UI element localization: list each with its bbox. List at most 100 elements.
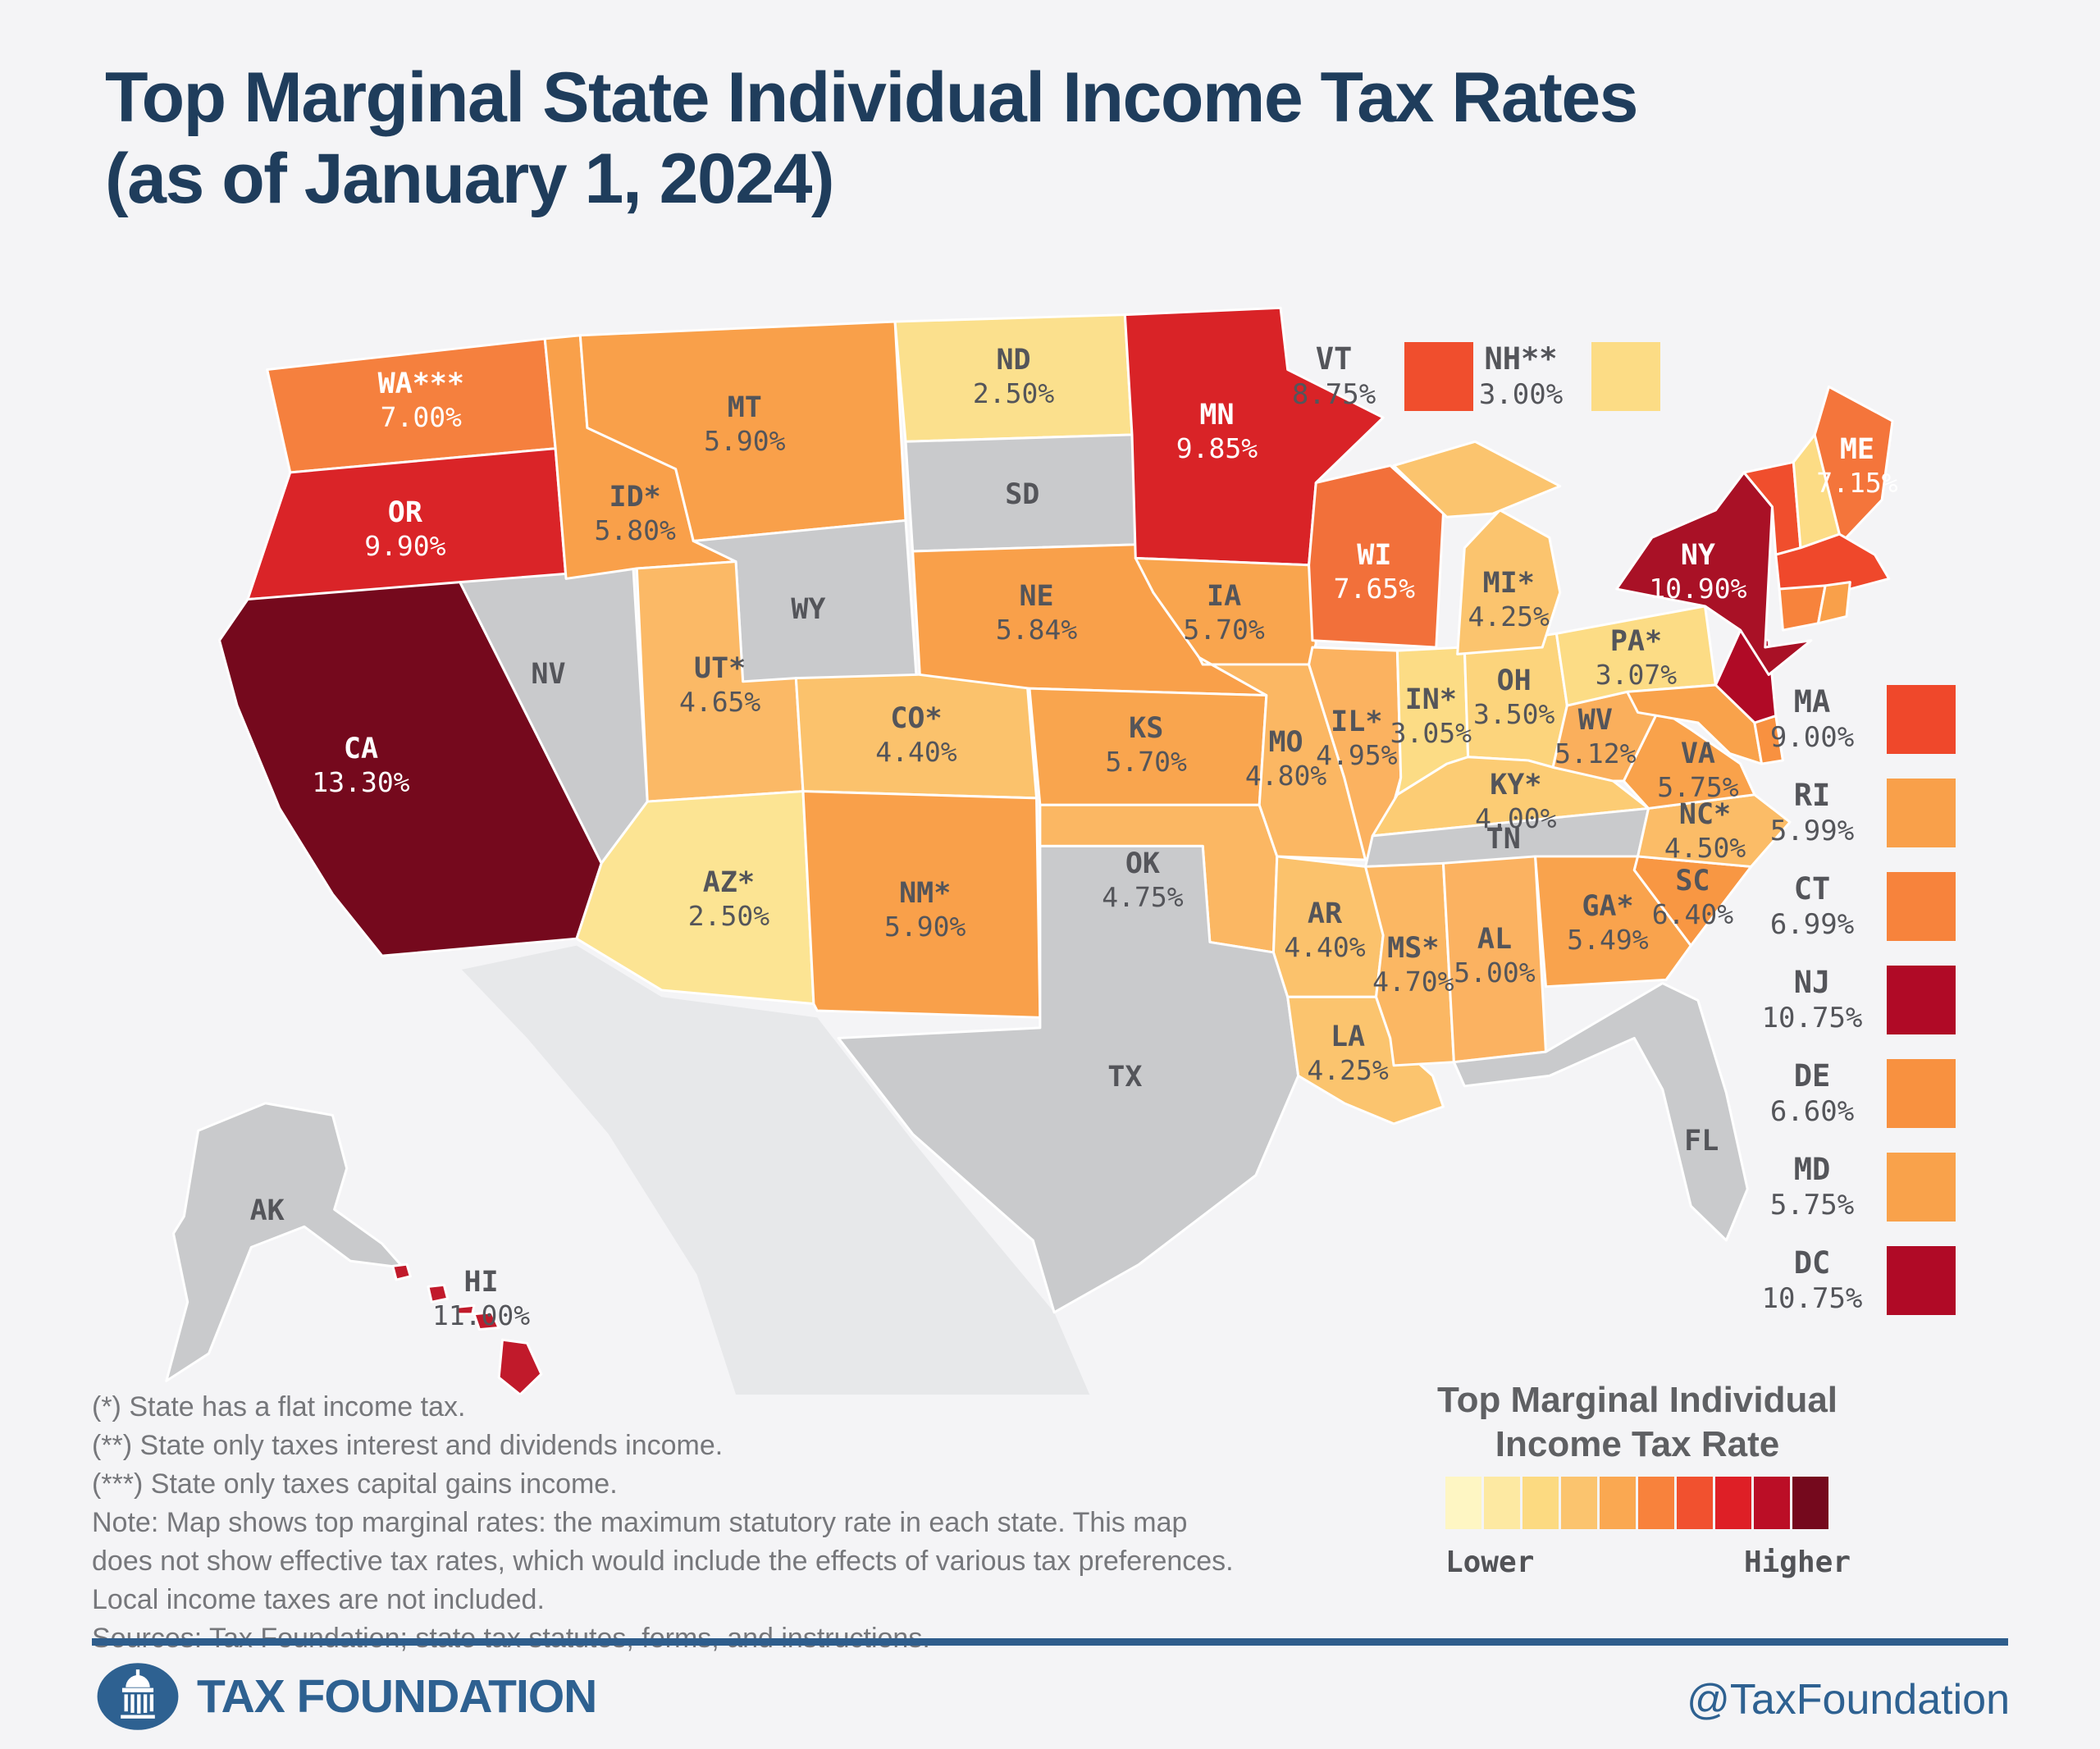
legend-swatch xyxy=(1887,685,1956,754)
scale-cell-2 xyxy=(1484,1477,1520,1529)
legend-swatch xyxy=(1404,342,1473,411)
footnote-line-3: (***) State only taxes capital gains inc… xyxy=(92,1468,618,1500)
legend-entry-MD: MD 5.75% xyxy=(1751,1152,1956,1222)
title-line-2: (as of January 1, 2024) xyxy=(105,139,835,218)
legend-swatch xyxy=(1887,1059,1956,1128)
map-label-CA: CA 13.30% xyxy=(312,733,410,799)
legend-swatch xyxy=(1887,966,1956,1034)
legend-entry-MA: MA 9.00% xyxy=(1751,684,1956,755)
state-FL xyxy=(1452,982,1749,1242)
state-NM xyxy=(801,790,1042,1019)
tax-foundation-wordmark: TAX FOUNDATION xyxy=(197,1670,597,1723)
map-label-KS: KS 5.70% xyxy=(1105,712,1187,779)
legend-label: CT 6.99% xyxy=(1769,871,1855,941)
map-label-IN: IN* 3.05% xyxy=(1390,683,1472,749)
footer-divider xyxy=(92,1638,2008,1646)
map-label-OK: OK 4.75% xyxy=(1102,847,1184,914)
footer-brand: TAX FOUNDATION xyxy=(95,1660,597,1733)
scale-cell-8 xyxy=(1715,1477,1751,1529)
scale-cell-10 xyxy=(1792,1477,1828,1529)
map-label-OH: OH 3.50% xyxy=(1473,664,1555,730)
state-HI-big-island xyxy=(497,1338,543,1395)
map-label-IA: IA 5.70% xyxy=(1183,580,1265,646)
scale-cell-5 xyxy=(1600,1477,1636,1529)
map-label-MT: MT 5.90% xyxy=(704,391,786,458)
scale-legend-title: Top Marginal Individual Income Tax Rate xyxy=(1395,1378,1880,1467)
legend-entry-NJ: NJ 10.75% xyxy=(1751,965,1956,1035)
map-label-UT: UT* 4.65% xyxy=(678,651,761,718)
tax-foundation-logo-icon xyxy=(97,1663,179,1730)
legend-entry-NH: NH** 3.00% xyxy=(1463,341,1660,412)
state-MI-lower xyxy=(1456,509,1562,655)
color-scale-end-labels: Lower Higher xyxy=(1445,1546,1851,1579)
legend-swatch xyxy=(1887,1246,1956,1315)
map-label-AR: AR 4.40% xyxy=(1284,897,1366,963)
map-label-MS: MS* 4.70% xyxy=(1372,931,1454,998)
map-label-TX: TX xyxy=(1107,1061,1143,1094)
state-NY xyxy=(1615,471,1813,676)
state-HI-maui xyxy=(472,1311,500,1331)
map-label-PA: PA* 3.07% xyxy=(1595,624,1678,691)
mexico-silhouette xyxy=(461,945,1090,1395)
map-label-ID: ID* 5.80% xyxy=(594,481,676,547)
map-label-NY: NY 10.90% xyxy=(1649,539,1747,605)
legend-label: NH** 3.00% xyxy=(1478,341,1564,411)
footnote-line-5: does not show effective tax rates, which… xyxy=(92,1546,1234,1577)
map-label-MO: MO 4.80% xyxy=(1244,725,1327,792)
page-title: Top Marginal State Individual Income Tax… xyxy=(105,57,1992,220)
legend-swatch xyxy=(1887,779,1956,847)
legend-entry-CT: CT 6.99% xyxy=(1751,871,1956,942)
state-MI-upper xyxy=(1392,440,1562,518)
legend-entry-DC: DC 10.75% xyxy=(1751,1245,1956,1316)
legend-label: MA 9.00% xyxy=(1769,684,1855,754)
map-label-SD: SD xyxy=(1005,478,1040,512)
map-label-IL: IL* 4.95% xyxy=(1316,705,1398,771)
legend-swatch xyxy=(1591,342,1660,411)
state-RI xyxy=(1817,581,1851,625)
scale-cell-4 xyxy=(1561,1477,1597,1529)
map-label-NM: NM* 5.90% xyxy=(884,876,966,943)
map-label-WY: WY xyxy=(791,593,826,627)
footnote-line-4: Note: Map shows top marginal rates: the … xyxy=(92,1507,1188,1538)
legend-entry-RI: RI 5.99% xyxy=(1751,778,1956,848)
legend-swatch xyxy=(1887,1153,1956,1222)
state-TX xyxy=(837,844,1300,1314)
scale-cell-7 xyxy=(1677,1477,1713,1529)
map-label-SC: SC 6.40% xyxy=(1651,865,1734,931)
state-WI xyxy=(1308,464,1445,649)
legend-label: DE 6.60% xyxy=(1769,1058,1855,1128)
map-label-AL: AL 5.00% xyxy=(1454,923,1536,989)
map-label-MI: MI* 4.25% xyxy=(1468,566,1550,632)
map-labels-layer: WA*** 7.00% OR 9.90% CA 13.30% NV ID* 5.80% MT 5.9… xyxy=(135,263,1903,1395)
footnotes: (*) State has a flat income tax. (**) Sta… xyxy=(92,1388,1234,1658)
state-HI-oahu xyxy=(427,1283,450,1304)
map-label-NV: NV xyxy=(531,658,566,692)
state-CO xyxy=(794,666,1039,800)
legend-entry-DE: DE 6.60% xyxy=(1751,1058,1956,1129)
scale-title-line-1: Top Marginal Individual xyxy=(1436,1380,1838,1420)
legend-label: VT 8.75% xyxy=(1291,341,1376,411)
map-label-NE: NE 5.84% xyxy=(995,580,1078,646)
map-label-NC: NC* 4.50% xyxy=(1664,797,1746,864)
map-label-MN: MN 9.85% xyxy=(1176,398,1258,464)
map-label-WA: WA*** 7.00% xyxy=(377,368,464,434)
legend-label: RI 5.99% xyxy=(1769,778,1855,847)
legend-swatch xyxy=(1887,872,1956,941)
map-label-HI: HI 11.00% xyxy=(431,1265,531,1331)
scale-title-line-2: Income Tax Rate xyxy=(1495,1424,1780,1464)
state-AK xyxy=(165,1102,405,1382)
map-label-FL: FL xyxy=(1684,1124,1719,1158)
map-label-AZ: AZ* 2.50% xyxy=(687,866,770,933)
legend-label: MD 5.75% xyxy=(1769,1152,1855,1222)
footnote-line-6: Local income taxes are not included. xyxy=(92,1584,545,1615)
footnote-line-1: (*) State has a flat income tax. xyxy=(92,1391,466,1422)
state-HI-molokai xyxy=(454,1304,476,1316)
state-HI-kauai xyxy=(391,1263,412,1281)
map-label-AK: AK xyxy=(249,1194,285,1228)
legend-entry-VT: VT 8.75% xyxy=(1276,341,1473,412)
scale-cell-9 xyxy=(1754,1477,1790,1529)
map-label-KY: KY* 4.00% xyxy=(1475,769,1557,835)
scale-cell-1 xyxy=(1445,1477,1481,1529)
legend-label: NJ 10.75% xyxy=(1761,965,1863,1034)
map-label-GA: GA* 5.49% xyxy=(1567,890,1649,957)
